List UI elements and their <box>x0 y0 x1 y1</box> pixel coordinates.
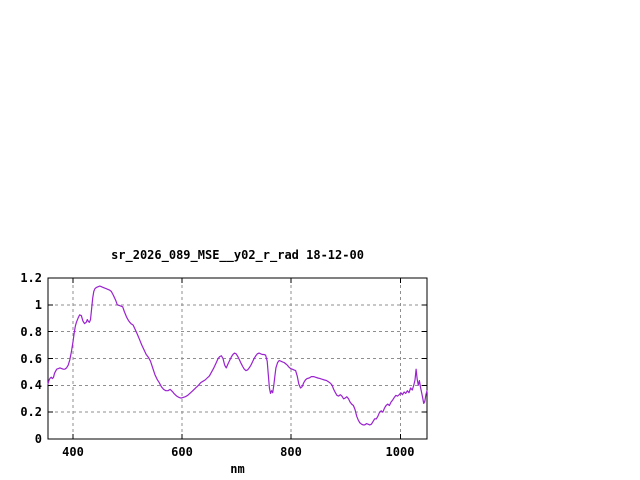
chart-title: sr_2026_089_MSE__y02_r_rad 18-12-00 <box>111 248 364 262</box>
spectrum-curve <box>47 285 428 426</box>
x-tick-label: 1000 <box>385 445 415 459</box>
y-tick-label: 0 <box>34 432 42 446</box>
x-axis-label: nm <box>230 462 245 476</box>
y-tick-label: 1 <box>34 298 42 312</box>
y-tick-label: 1.2 <box>20 271 42 285</box>
x-tick-label: 400 <box>62 445 84 459</box>
y-tick-label: 0.8 <box>20 325 42 339</box>
y-tick-label: 0.2 <box>20 405 42 419</box>
y-tick-label: 0.6 <box>20 352 42 366</box>
y-tick-label: 0.4 <box>20 378 42 392</box>
x-tick-label: 800 <box>280 445 302 459</box>
x-tick-label: 600 <box>171 445 193 459</box>
plot-border <box>47 277 428 440</box>
